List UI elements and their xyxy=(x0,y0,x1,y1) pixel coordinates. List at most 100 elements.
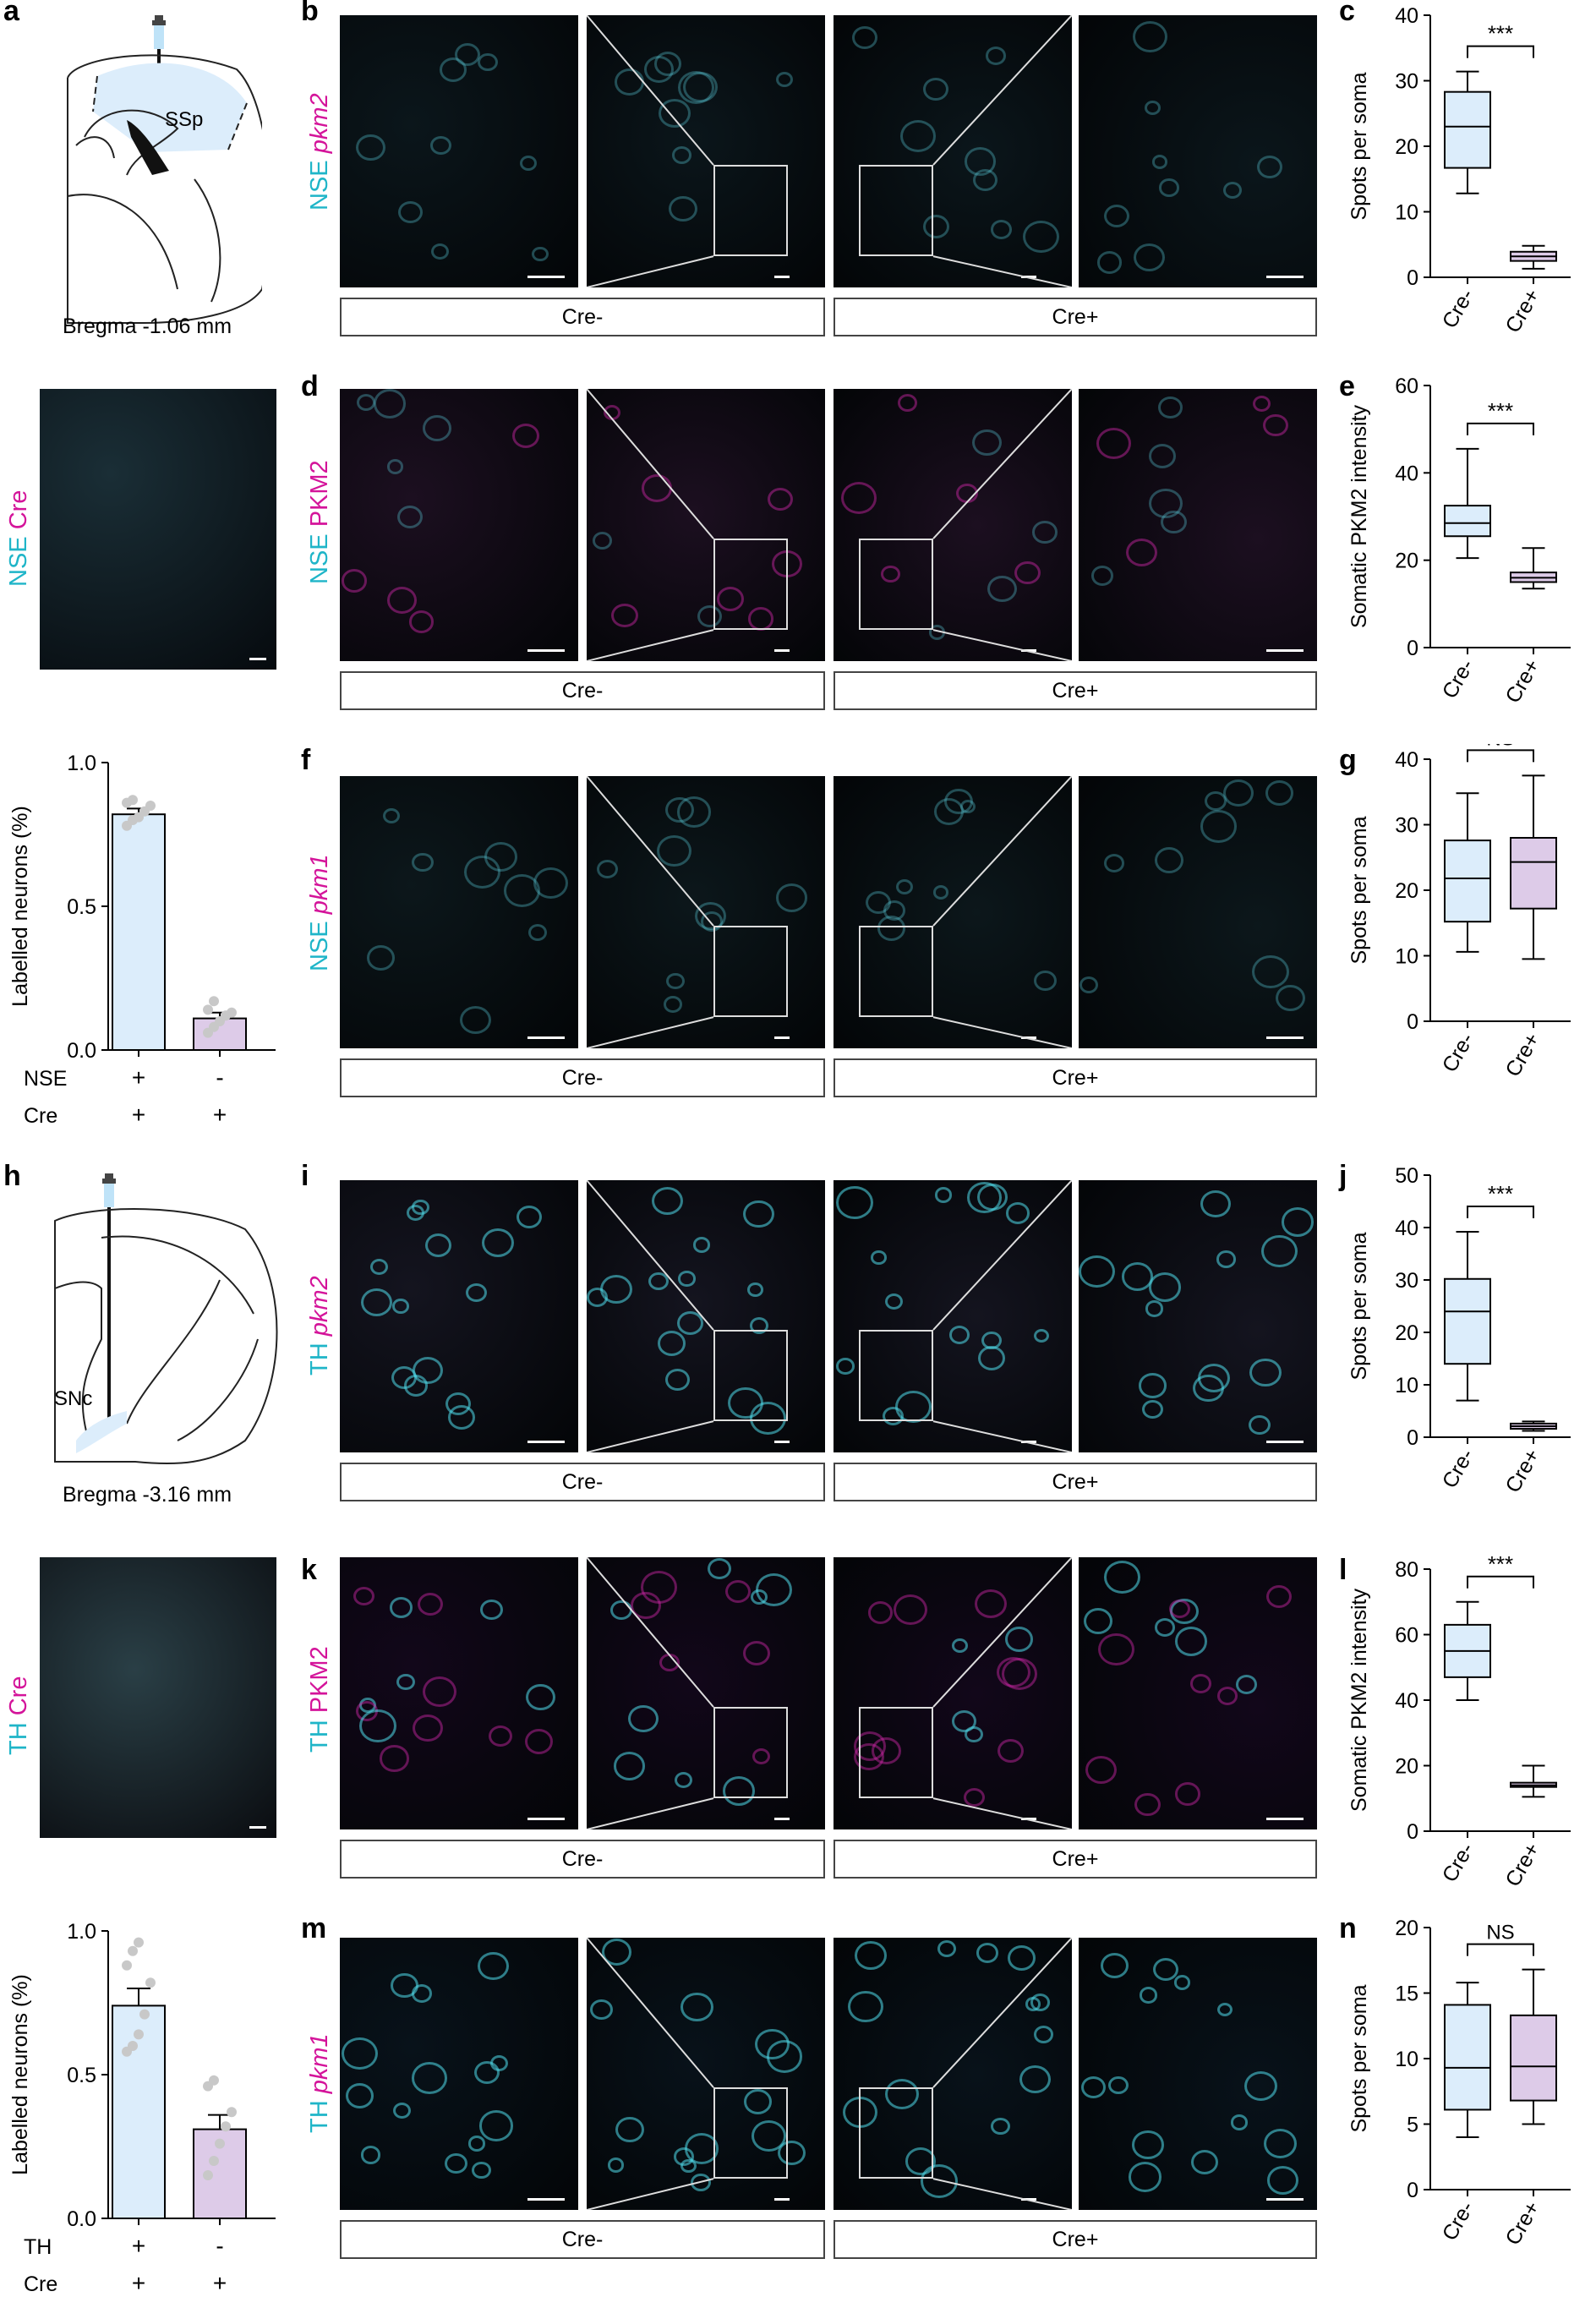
cell-soma xyxy=(512,424,540,448)
cell-soma xyxy=(776,72,794,88)
y-tick-label: 30 xyxy=(1395,814,1418,838)
cell-soma xyxy=(895,1390,932,1424)
panel-letter-j: j xyxy=(1339,1160,1347,1192)
cell-soma xyxy=(657,1330,686,1356)
cell-soma xyxy=(1249,1358,1282,1387)
y-tick-label: 40 xyxy=(1395,748,1418,772)
chart-l-somatic-pkm2: 0 20 40 60 80 Somatic PKM2 intensity Cre- Cre+ *… xyxy=(1347,1554,1571,1891)
cell-soma xyxy=(481,1228,514,1258)
cell-soma xyxy=(728,1386,763,1419)
data-point xyxy=(128,2041,138,2051)
cell-soma xyxy=(905,2147,936,2175)
chart-n-spots-per-soma: 0 5 10 15 20 Spots per soma Cre- Cre+ NS xyxy=(1347,1917,1571,2250)
cell-soma xyxy=(396,505,424,529)
cell-soma xyxy=(899,119,937,153)
region-label-ssp: SSp xyxy=(165,108,203,131)
scale-bar xyxy=(774,1818,790,1820)
cell-soma xyxy=(425,1233,452,1258)
cell-soma xyxy=(525,1729,554,1754)
cell-soma xyxy=(445,1392,471,1416)
micrograph-d-1 xyxy=(340,389,578,661)
x-tick-label: Cre- xyxy=(1438,655,1479,703)
scale-bar xyxy=(1266,2198,1304,2201)
cell-soma xyxy=(885,2079,919,2110)
micrograph-k-3 xyxy=(834,1557,1072,1829)
cell-soma xyxy=(744,2089,773,2114)
significance-label: *** xyxy=(1488,398,1513,424)
cell-soma xyxy=(1154,847,1184,874)
y-tick-label: 20 xyxy=(1395,1917,1418,1940)
cell-soma xyxy=(412,852,434,872)
significance-label: *** xyxy=(1488,1554,1513,1577)
cell-soma xyxy=(607,2157,625,2173)
cell-soma xyxy=(752,1748,770,1765)
cell-soma xyxy=(755,2028,790,2060)
micrograph-d-2 xyxy=(587,389,825,661)
genotype-sign: + xyxy=(213,1102,227,1128)
cell-soma xyxy=(1266,2166,1298,2195)
y-tick-label: 1.0 xyxy=(67,1920,96,1944)
cell-soma xyxy=(1174,1781,1201,1806)
cell-soma xyxy=(422,414,451,441)
cell-soma xyxy=(1104,204,1130,227)
genotype-strip-d-right: Cre+ xyxy=(834,671,1317,710)
panel-letter-i: i xyxy=(301,1160,309,1192)
marker-label-m: TH pkm1 xyxy=(306,2033,333,2133)
micrograph-k-2 xyxy=(587,1557,825,1829)
cell-soma xyxy=(360,2146,381,2164)
genotype-sign: - xyxy=(216,2233,223,2259)
zoom-lines xyxy=(587,776,1072,1048)
overview-image-th-cre xyxy=(40,1557,276,1838)
micrograph-i-1 xyxy=(340,1180,578,1452)
cell-soma xyxy=(1281,1207,1315,1237)
y-tick-label: 20 xyxy=(1395,1321,1418,1345)
zoom-region-box xyxy=(859,165,933,257)
zoom-region-box xyxy=(713,1330,788,1422)
cell-soma xyxy=(413,1356,443,1384)
panel-letter-c: c xyxy=(1339,0,1355,27)
scale-bar xyxy=(1266,1036,1304,1039)
cell-soma xyxy=(490,2054,509,2071)
zoom-region-box xyxy=(713,926,788,1018)
cell-soma xyxy=(851,26,877,50)
cell-soma xyxy=(855,1941,887,1971)
y-axis-label: Spots per soma xyxy=(1347,72,1371,220)
zoom-region-box xyxy=(859,1330,933,1422)
overview-label-bottom: TH Cre xyxy=(5,1676,32,1755)
panel-letter-b: b xyxy=(301,0,319,27)
cell-soma xyxy=(977,1345,1006,1370)
significance-bracket xyxy=(1467,422,1534,435)
micrograph-k-4 xyxy=(1079,1557,1317,1829)
scale-bar xyxy=(774,2198,790,2201)
cell-soma xyxy=(1090,566,1114,587)
cell-soma xyxy=(948,1326,970,1344)
data-point xyxy=(128,1945,138,1956)
cell-soma xyxy=(628,1704,659,1732)
cell-soma xyxy=(430,243,449,260)
genotype-strip-f-right: Cre+ xyxy=(834,1058,1317,1097)
cell-soma xyxy=(775,883,808,912)
cell-soma xyxy=(1200,810,1237,843)
y-tick-label: 60 xyxy=(1395,1624,1418,1648)
y-tick-label: 50 xyxy=(1395,1164,1418,1188)
cell-soma xyxy=(1230,2114,1249,2130)
cell-soma xyxy=(1243,2071,1277,2102)
cell-soma xyxy=(465,1282,487,1302)
cell-soma xyxy=(840,481,877,515)
micrograph-m-2 xyxy=(587,1938,825,2210)
cell-soma xyxy=(597,860,618,879)
x-tick-label: Cre+ xyxy=(1501,1445,1545,1497)
cell-soma xyxy=(1014,561,1041,585)
cell-soma xyxy=(1085,1755,1118,1785)
overview-image-nse-cre xyxy=(40,389,276,670)
cell-soma xyxy=(881,565,901,583)
y-tick-label: 0.5 xyxy=(67,895,96,919)
cell-soma xyxy=(1223,779,1254,807)
cell-soma xyxy=(853,1742,885,1771)
panel-letter-e: e xyxy=(1339,370,1355,402)
significance-bracket xyxy=(1467,1575,1534,1589)
cell-soma xyxy=(1019,2065,1051,2094)
cell-soma xyxy=(614,1752,646,1780)
cell-soma xyxy=(752,2120,787,2152)
cell-soma xyxy=(895,878,914,895)
